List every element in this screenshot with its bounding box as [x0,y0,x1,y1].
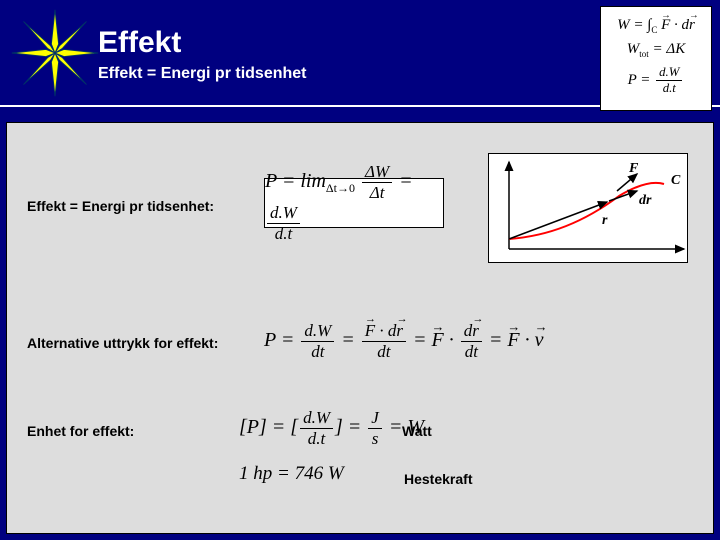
svg-text:F: F [628,161,639,176]
equation-unit: [P] = [d.Wd.t] = Js = W [239,408,424,449]
unit-watt: Watt [402,423,432,439]
curve-diagram: F dr r C [488,153,688,263]
equation-alternative: P = d.Wdt = F · drdt = F · drdt = F · v [264,321,544,362]
reference-formulas: W = ∫C F · dr Wtot = ΔK P = d.Wd.t [600,6,712,111]
svg-text:dr: dr [639,193,652,208]
page-subtitle: Effekt = Energi pr tidsenhet [98,65,306,83]
equation-hp: 1 hp = 746 W [239,463,344,485]
label-unit: Enhet for effekt: [27,423,134,439]
unit-hestekraft: Hestekraft [404,471,472,487]
content-panel: Effekt = Energi pr tidsenhet: P = limΔt→… [6,122,714,534]
svg-text:C: C [671,173,681,188]
svg-text:r: r [602,213,608,228]
equation-power-def: P = limΔt→0 ΔWΔt = d.Wd.t [264,178,444,228]
label-alternative: Alternative uttrykk for effekt: [27,335,218,351]
page-title: Effekt [98,26,181,60]
label-definition: Effekt = Energi pr tidsenhet: [27,198,214,214]
star-icon [10,8,100,98]
